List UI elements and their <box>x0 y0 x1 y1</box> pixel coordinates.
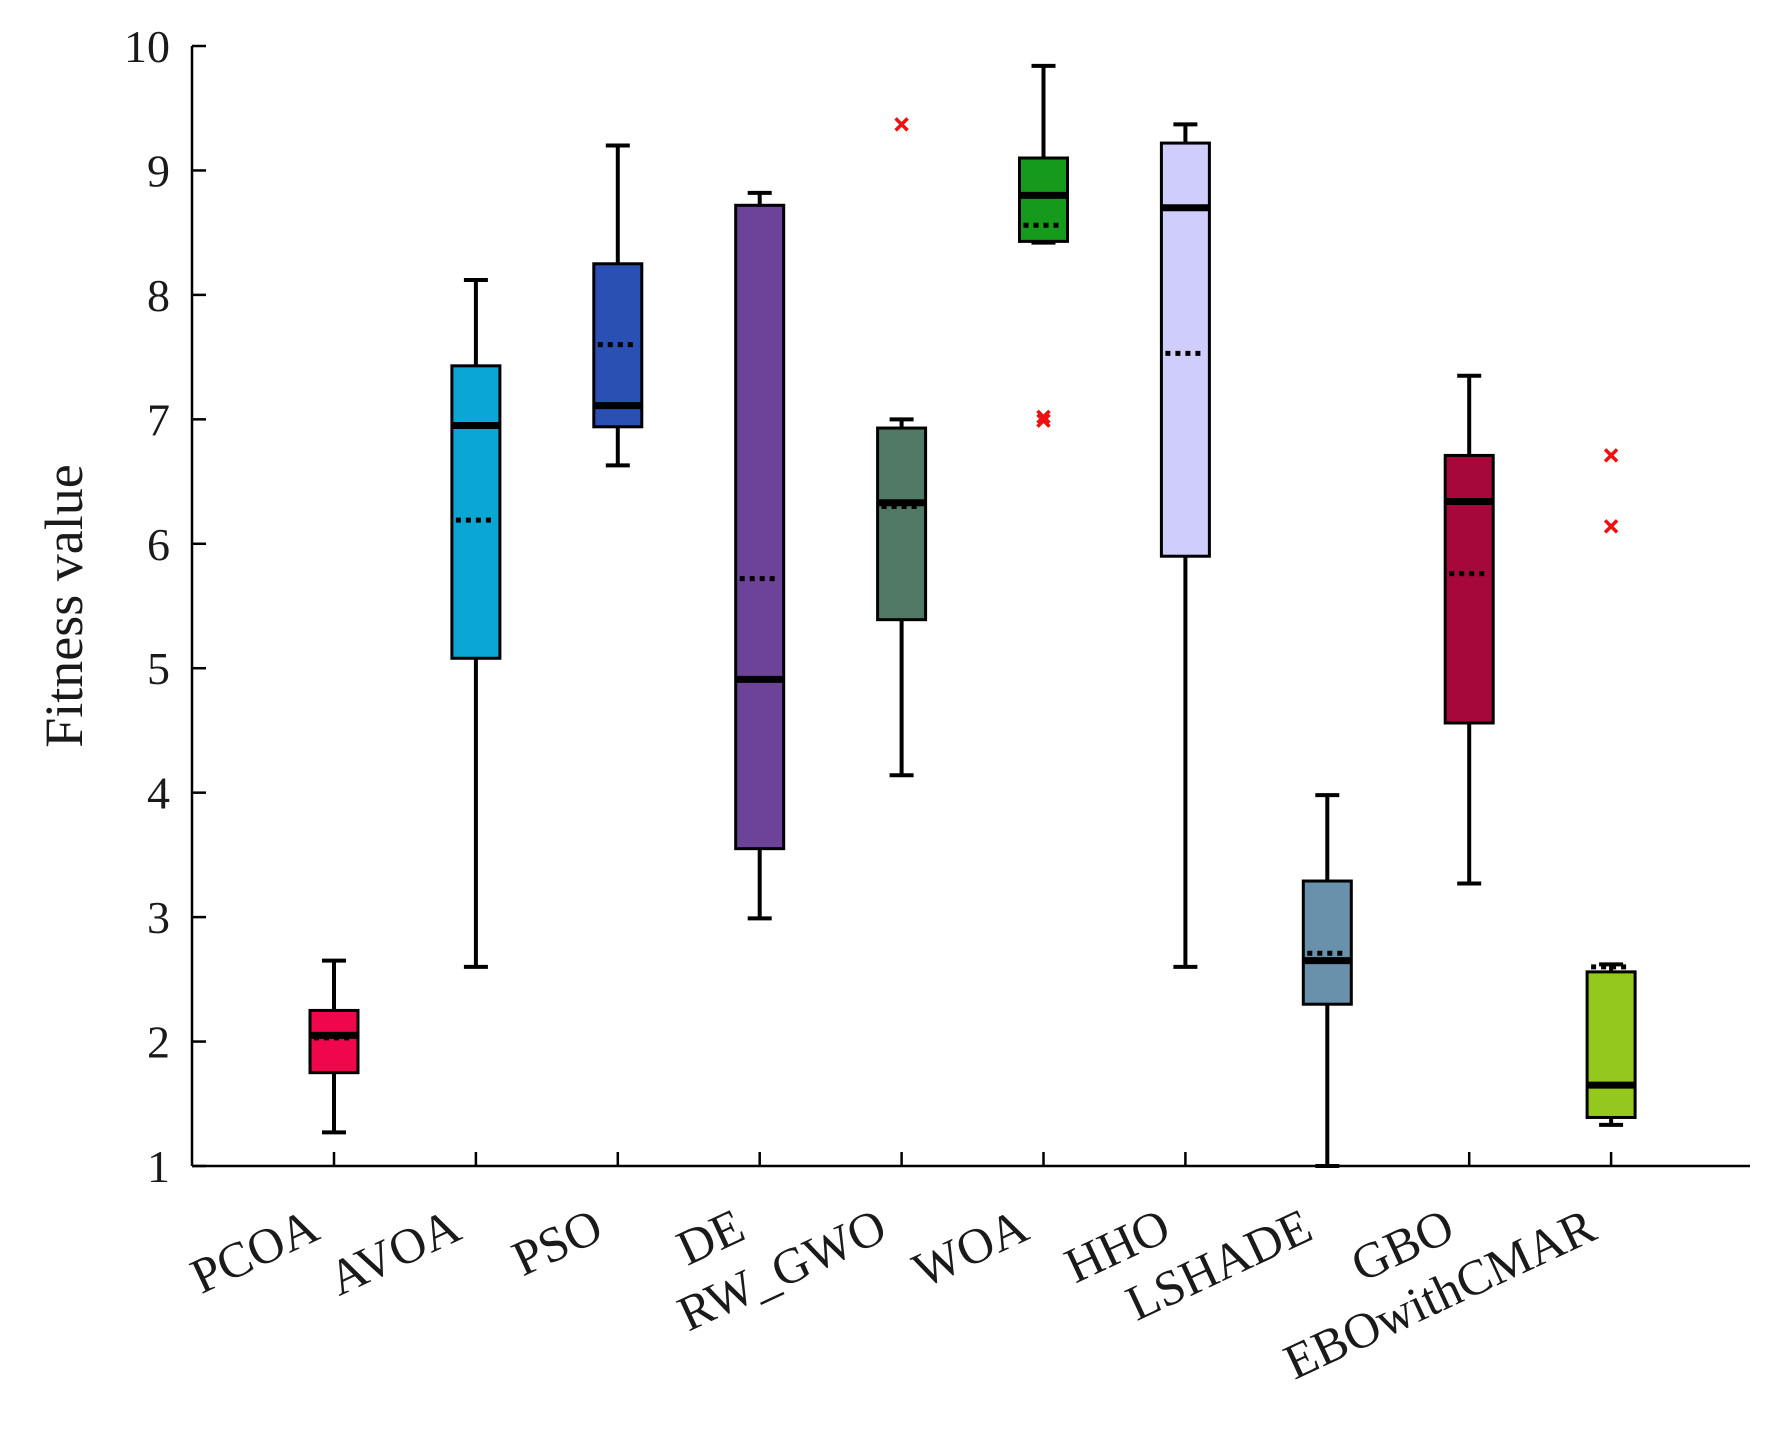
box-iqr <box>1585 970 1637 1119</box>
box-gbo <box>1443 373 1495 886</box>
box-iqr <box>734 203 786 851</box>
box-iqr <box>1018 156 1069 243</box>
y-tick-label: 5 <box>147 643 170 694</box>
box-lshade <box>1301 793 1353 1168</box>
box-rw-gwo <box>876 117 928 778</box>
x-tick-label: PSO <box>504 1197 611 1287</box>
y-tick-label: 3 <box>147 892 170 943</box>
box-woa <box>1018 63 1069 428</box>
box-hho <box>1159 122 1211 969</box>
y-tick-label: 9 <box>147 145 170 196</box>
y-tick-label: 6 <box>147 519 170 570</box>
outlier-marker <box>1036 413 1051 428</box>
x-tick-label: WOA <box>904 1197 1036 1298</box>
box-iqr <box>1301 879 1353 1006</box>
y-axis-title: Fitness value <box>34 464 94 747</box>
y-tick-label: 7 <box>147 394 170 445</box>
outlier-marker <box>1036 409 1051 425</box>
box-iqr <box>876 426 928 622</box>
outlier-stroke <box>894 117 909 132</box>
box-iqr <box>308 1008 360 1075</box>
y-tick-label: 8 <box>147 270 170 321</box>
outlier-stroke <box>1036 409 1051 425</box>
y-tick-label: 4 <box>147 768 170 819</box>
outlier-marker <box>1603 448 1619 463</box>
y-tick-label: 10 <box>124 21 170 72</box>
x-tick-label: PCOA <box>182 1197 327 1304</box>
outlier-marker <box>1603 519 1619 534</box>
y-tick-label: 2 <box>147 1017 170 1068</box>
box-pso <box>592 143 644 468</box>
box-ebowithcmar <box>1585 448 1637 1127</box>
box-iqr <box>450 364 502 660</box>
outlier-stroke <box>1036 413 1051 428</box>
outlier-stroke <box>1603 448 1619 463</box>
x-tick-label: AVOA <box>320 1197 469 1306</box>
box-iqr <box>1443 453 1495 725</box>
outlier-stroke <box>1603 519 1619 534</box>
box-de <box>734 190 786 921</box>
box-iqr <box>1159 141 1211 558</box>
plot-area <box>308 63 1637 1168</box>
y-tick-label: 1 <box>147 1141 170 1192</box>
box-avoa <box>450 277 502 969</box>
outlier-marker <box>894 117 909 132</box>
box-pcoa <box>308 958 360 1135</box>
